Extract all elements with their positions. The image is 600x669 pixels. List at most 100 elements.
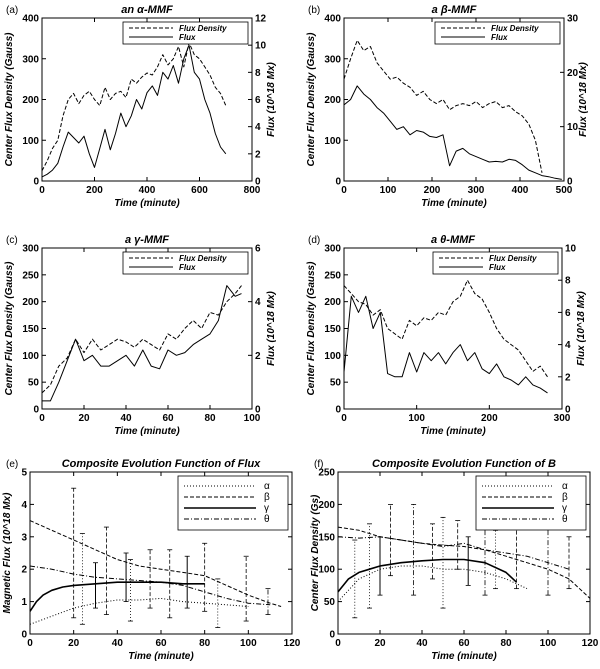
chart-panel-4: (e) Composite Evolution Function of Flux 0… bbox=[2, 458, 301, 662]
legend-label: Flux Density bbox=[489, 254, 537, 263]
chart-panel-5: (f) Composite Evolution Function of B 0 20 4… bbox=[310, 458, 599, 662]
panel-label: (f) bbox=[314, 459, 323, 470]
series-line-3 bbox=[29, 565, 271, 606]
y-axis-label: Magnetic Flux (10^18 Mx) bbox=[2, 492, 13, 614]
y-axis-label: Center Flux Density (Gauss) bbox=[4, 32, 15, 167]
x-tick-label: 100 bbox=[540, 638, 557, 649]
series-line-1 bbox=[337, 526, 591, 599]
x-tick-label: 800 bbox=[244, 185, 261, 196]
y2-tick-label: 4 bbox=[565, 340, 571, 351]
series-line-2 bbox=[337, 558, 518, 593]
legend-label: γ bbox=[264, 503, 269, 514]
y2-tick-label: 2 bbox=[255, 351, 261, 362]
y-axis-label: Center Flux Density (Gs) bbox=[310, 494, 321, 611]
x-axis-label: Time (minute) bbox=[128, 651, 194, 662]
y-tick-label: 0 bbox=[33, 177, 39, 188]
y-tick-label: 300 bbox=[22, 244, 39, 255]
x-axis-label: Time (minute) bbox=[114, 426, 180, 437]
y2-tick-label: 12 bbox=[255, 14, 267, 25]
y-tick-label: 1 bbox=[21, 597, 27, 608]
series-line-1 bbox=[343, 85, 562, 180]
series-line-3 bbox=[337, 536, 570, 570]
x-tick-label: 80 bbox=[199, 638, 211, 649]
y-axis-label: Center Flux Density (Gauss) bbox=[4, 261, 15, 396]
x-tick-label: 20 bbox=[78, 413, 90, 424]
x-tick-label: 80 bbox=[204, 413, 216, 424]
y-tick-label: 200 bbox=[318, 500, 335, 511]
y-tick-label: 3 bbox=[21, 532, 27, 543]
x-tick-label: 20 bbox=[68, 638, 80, 649]
y2-tick-label: 4 bbox=[255, 122, 261, 133]
y-tick-label: 400 bbox=[324, 14, 341, 25]
y2-tick-label: 6 bbox=[255, 244, 261, 255]
y-tick-label: 150 bbox=[324, 324, 341, 335]
y2-tick-label: 10 bbox=[255, 41, 267, 52]
legend-label: β bbox=[562, 492, 568, 503]
series-line-1 bbox=[42, 285, 242, 402]
x-tick-label: 100 bbox=[240, 638, 257, 649]
x-tick-label: 40 bbox=[416, 638, 428, 649]
chart-title: an α-MMF bbox=[121, 4, 173, 16]
x-tick-label: 500 bbox=[556, 185, 573, 196]
y2-tick-label: 10 bbox=[567, 122, 579, 133]
y2-tick-label: 8 bbox=[565, 276, 571, 287]
series-line-1 bbox=[343, 295, 548, 394]
x-tick-label: 0 bbox=[39, 185, 45, 196]
x-tick-label: 200 bbox=[481, 413, 498, 424]
x-tick-label: 200 bbox=[424, 185, 441, 196]
chart-title: a β-MMF bbox=[432, 4, 477, 16]
x-tick-label: 60 bbox=[458, 638, 470, 649]
series-line-1 bbox=[29, 520, 282, 607]
series-line-1 bbox=[41, 44, 227, 178]
legend-label: Flux bbox=[489, 263, 506, 272]
y2-tick-label: 0 bbox=[565, 405, 571, 416]
x-axis-label: Time (minute) bbox=[114, 198, 180, 209]
y-tick-label: 300 bbox=[324, 54, 341, 65]
x-axis-label: Time (minute) bbox=[431, 651, 497, 662]
legend-label: Flux bbox=[491, 33, 508, 42]
y2-tick-label: 8 bbox=[255, 68, 261, 79]
y2-tick-label: 6 bbox=[565, 308, 571, 319]
legend-label: γ bbox=[562, 503, 567, 514]
x-tick-label: 0 bbox=[335, 638, 341, 649]
y-tick-label: 200 bbox=[22, 95, 39, 106]
x-tick-label: 60 bbox=[155, 638, 167, 649]
y-tick-label: 150 bbox=[22, 324, 39, 335]
series-line-0 bbox=[29, 597, 249, 625]
legend-label: β bbox=[264, 492, 270, 503]
y2-axis-label: Flux (10^18 Mx) bbox=[576, 290, 587, 365]
y-tick-label: 50 bbox=[28, 378, 40, 389]
y-tick-label: 200 bbox=[324, 95, 341, 106]
y-tick-label: 100 bbox=[324, 351, 341, 362]
legend-label: θ bbox=[562, 514, 568, 525]
y-tick-label: 0 bbox=[33, 405, 39, 416]
y2-tick-label: 6 bbox=[255, 95, 261, 106]
series-line-0 bbox=[343, 39, 543, 173]
y-tick-label: 100 bbox=[22, 136, 39, 147]
y-tick-label: 400 bbox=[22, 14, 39, 25]
y2-tick-label: 0 bbox=[567, 177, 573, 188]
y-tick-label: 4 bbox=[21, 500, 27, 511]
y-tick-label: 50 bbox=[324, 597, 336, 608]
y-tick-label: 5 bbox=[21, 468, 27, 479]
series-line-2 bbox=[29, 581, 205, 612]
y-tick-label: 300 bbox=[324, 244, 341, 255]
legend-box bbox=[177, 475, 289, 531]
x-tick-label: 0 bbox=[39, 413, 45, 424]
y-tick-label: 0 bbox=[335, 177, 341, 188]
y-tick-label: 2 bbox=[21, 565, 27, 576]
x-tick-label: 200 bbox=[86, 185, 103, 196]
y-axis-label: Center Flux Density (Gauss) bbox=[306, 261, 317, 396]
x-axis-label: Time (minute) bbox=[420, 426, 486, 437]
legend-label: Flux bbox=[179, 33, 196, 42]
legend-label: Flux Density bbox=[179, 24, 227, 33]
y-tick-label: 250 bbox=[318, 468, 335, 479]
x-tick-label: 80 bbox=[500, 638, 512, 649]
chart-title: a γ-MMF bbox=[125, 234, 169, 246]
